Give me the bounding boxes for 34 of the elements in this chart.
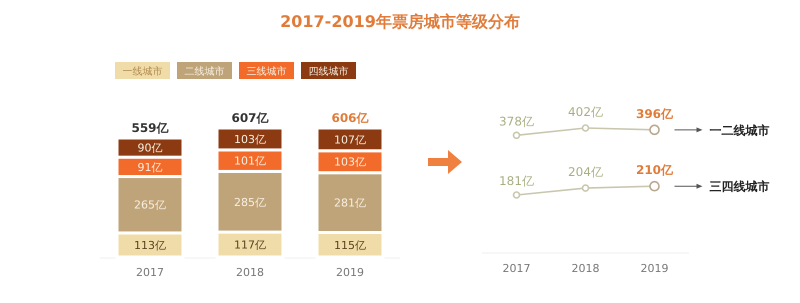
data-label: 113亿 (134, 238, 166, 252)
chart-title: 2017-2019年票房城市等级分布 (280, 12, 520, 31)
text: 二线城市 (184, 66, 224, 78)
data-label: 402亿 (568, 105, 603, 119)
text: 一二线城市 (710, 123, 770, 138)
data-label: 285亿 (234, 196, 266, 209)
data-label: 378亿 (499, 114, 534, 128)
data-label: 396亿 (636, 106, 674, 121)
data-label: 115亿 (334, 238, 366, 252)
x-tick-label: 2017 (502, 262, 530, 275)
data-label: 281亿 (334, 196, 366, 210)
text: 四线城市 (308, 66, 348, 78)
data-label: 103亿 (334, 156, 366, 169)
total-label: 559亿 (131, 121, 170, 136)
data-label: 210亿 (636, 163, 674, 178)
total-label: 607亿 (231, 111, 270, 125)
text: 三线城市 (246, 66, 286, 78)
data-label: 181亿 (499, 174, 534, 188)
data-label: 265亿 (134, 198, 166, 212)
text: 一线城市 (122, 66, 162, 78)
data-label: 107亿 (334, 133, 366, 146)
data-label: 91亿 (138, 160, 162, 174)
data-label: 103亿 (234, 132, 266, 146)
x-tick-label: 2017 (136, 266, 164, 279)
data-label: 117亿 (234, 238, 266, 252)
data-label: 90亿 (138, 142, 162, 155)
total-label: 606亿 (331, 111, 370, 125)
x-tick-label: 2018 (236, 266, 264, 279)
text: 三四线城市 (710, 180, 770, 194)
x-tick-label: 2019 (336, 266, 364, 279)
x-tick-label: 2018 (572, 262, 600, 275)
x-tick-label: 2019 (640, 262, 668, 275)
data-label: 204亿 (568, 165, 603, 180)
data-label: 101亿 (234, 154, 266, 168)
